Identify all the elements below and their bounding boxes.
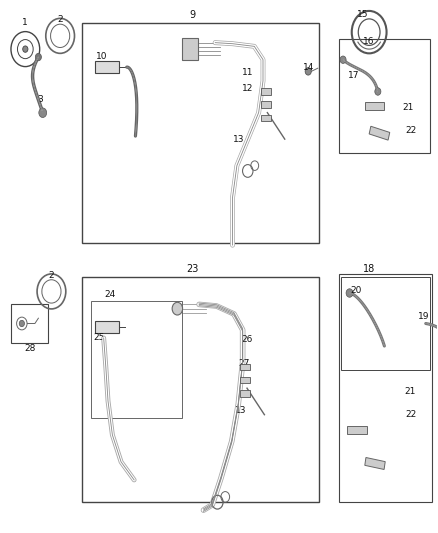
Bar [261, 115, 271, 121]
Text: 22: 22 [405, 126, 416, 135]
Bar [91, 301, 182, 418]
Text: 27: 27 [239, 359, 250, 367]
Text: 14: 14 [303, 63, 314, 72]
Circle shape [172, 302, 183, 315]
Text: 3: 3 [38, 95, 43, 104]
Text: 12: 12 [242, 84, 253, 93]
Text: 28: 28 [24, 344, 35, 353]
Circle shape [346, 289, 353, 297]
Circle shape [305, 68, 311, 75]
Bar [261, 88, 271, 94]
Bar [82, 277, 319, 503]
Text: 10: 10 [96, 52, 107, 61]
Text: 9: 9 [190, 10, 196, 20]
Text: 15: 15 [357, 10, 368, 19]
Text: 13: 13 [233, 135, 244, 144]
Bar [95, 321, 119, 333]
Text: 11: 11 [241, 68, 253, 77]
Bar [82, 22, 319, 243]
Text: 18: 18 [363, 264, 375, 274]
Bar [11, 304, 48, 343]
Bar [347, 425, 367, 433]
Text: 23: 23 [187, 264, 199, 274]
Bar [339, 274, 432, 503]
Bar [339, 38, 430, 152]
Text: 16: 16 [364, 37, 375, 46]
Bar [261, 101, 271, 108]
Bar [240, 390, 250, 397]
Text: 26: 26 [242, 335, 253, 344]
Bar [365, 457, 385, 470]
Text: 22: 22 [405, 410, 416, 419]
Text: 25: 25 [94, 333, 105, 342]
Text: 21: 21 [405, 386, 416, 395]
Bar [240, 364, 250, 370]
Text: 19: 19 [418, 312, 429, 321]
Text: 1: 1 [22, 18, 28, 27]
Circle shape [375, 88, 381, 95]
Circle shape [35, 53, 42, 61]
Text: 24: 24 [105, 289, 116, 298]
Text: 17: 17 [348, 71, 360, 80]
Circle shape [23, 46, 28, 52]
Circle shape [19, 320, 25, 327]
Bar [95, 61, 119, 73]
Text: 21: 21 [403, 103, 414, 112]
Bar [341, 277, 430, 370]
Text: 2: 2 [57, 15, 63, 25]
Bar [365, 102, 385, 110]
Text: 2: 2 [49, 271, 54, 280]
Circle shape [340, 56, 346, 63]
Bar [183, 38, 198, 60]
Text: 20: 20 [350, 286, 362, 295]
Circle shape [39, 108, 47, 117]
Bar [369, 126, 390, 140]
Bar [240, 377, 250, 383]
Text: 13: 13 [235, 406, 247, 415]
